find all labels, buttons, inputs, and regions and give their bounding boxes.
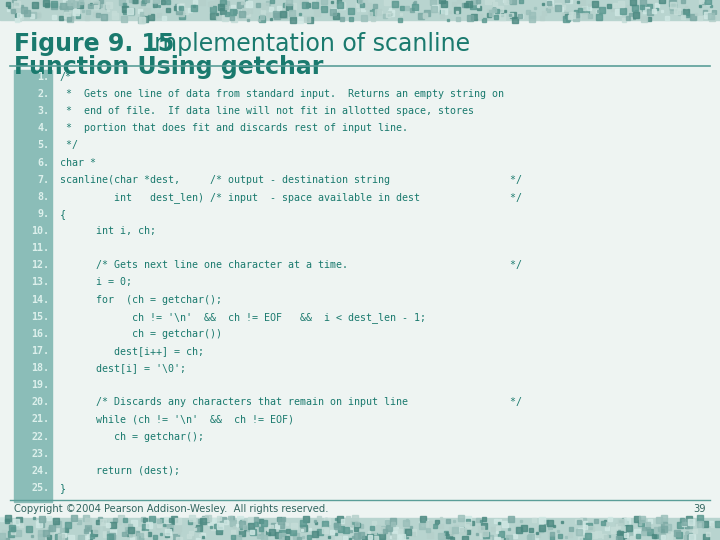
Text: 39: 39 (693, 504, 706, 514)
Text: Implementation of scanline: Implementation of scanline (132, 32, 470, 56)
Text: scanline(char *dest,     /* output - destination string                    */: scanline(char *dest, /* output - destina… (60, 175, 522, 185)
Text: {: { (60, 209, 66, 219)
Text: i = 0;: i = 0; (60, 278, 132, 287)
Text: }: } (60, 483, 66, 493)
Text: 4.: 4. (37, 123, 49, 133)
Text: /*: /* (60, 72, 72, 82)
Text: 15.: 15. (31, 312, 49, 322)
Text: *  portion that does fit and discards rest of input line.: * portion that does fit and discards res… (60, 123, 408, 133)
Text: /* Gets next line one character at a time.                           */: /* Gets next line one character at a tim… (60, 260, 522, 271)
Text: 21.: 21. (31, 414, 49, 424)
Text: for  (ch = getchar();: for (ch = getchar(); (60, 294, 222, 305)
Text: 1.: 1. (37, 72, 49, 82)
Text: 16.: 16. (31, 329, 49, 339)
Text: 19.: 19. (31, 380, 49, 390)
Text: 11.: 11. (31, 243, 49, 253)
Text: ch = getchar();: ch = getchar(); (60, 431, 204, 442)
Text: 24.: 24. (31, 466, 49, 476)
Text: 18.: 18. (31, 363, 49, 373)
Text: ch = getchar()): ch = getchar()) (60, 329, 222, 339)
Text: 8.: 8. (37, 192, 49, 202)
Text: 5.: 5. (37, 140, 49, 151)
Text: 10.: 10. (31, 226, 49, 236)
Text: *  end of file.  If data line will not fit in allotted space, stores: * end of file. If data line will not fit… (60, 106, 474, 116)
Text: Copyright ©2004 Pearson Addison-Wesley.  All rights reserved.: Copyright ©2004 Pearson Addison-Wesley. … (14, 504, 328, 514)
Text: *  Gets one line of data from standard input.  Returns an empty string on: * Gets one line of data from standard in… (60, 89, 504, 99)
Text: return (dest);: return (dest); (60, 466, 180, 476)
Text: 3.: 3. (37, 106, 49, 116)
Text: int   dest_len) /* input  - space available in dest               */: int dest_len) /* input - space available… (60, 192, 522, 202)
Bar (14, 70, 52, 502)
Text: 25.: 25. (31, 483, 49, 493)
Text: char *: char * (60, 158, 96, 167)
Text: */: */ (60, 140, 78, 151)
Text: 14.: 14. (31, 294, 49, 305)
Text: 13.: 13. (31, 278, 49, 287)
Text: 22.: 22. (31, 431, 49, 442)
Text: dest[i] = '\0';: dest[i] = '\0'; (60, 363, 186, 373)
Text: 20.: 20. (31, 397, 49, 407)
Bar (0, 518, 720, 540)
Text: 17.: 17. (31, 346, 49, 356)
Text: 7.: 7. (37, 175, 49, 185)
Text: Figure 9. 15: Figure 9. 15 (14, 32, 174, 56)
Text: Function Using getchar: Function Using getchar (14, 55, 323, 79)
Text: int i, ch;: int i, ch; (60, 226, 156, 236)
Text: 9.: 9. (37, 209, 49, 219)
Text: 12.: 12. (31, 260, 49, 271)
Text: ch != '\n'  &&  ch != EOF   &&  i < dest_len - 1;: ch != '\n' && ch != EOF && i < dest_len … (60, 312, 426, 322)
Text: /* Discards any characters that remain on input line                 */: /* Discards any characters that remain o… (60, 397, 522, 407)
Text: 2.: 2. (37, 89, 49, 99)
Text: while (ch != '\n'  &&  ch != EOF): while (ch != '\n' && ch != EOF) (60, 414, 294, 424)
Text: 6.: 6. (37, 158, 49, 167)
Bar (0, 0, 720, 20)
Text: 23.: 23. (31, 449, 49, 458)
Text: dest[i++] = ch;: dest[i++] = ch; (60, 346, 204, 356)
